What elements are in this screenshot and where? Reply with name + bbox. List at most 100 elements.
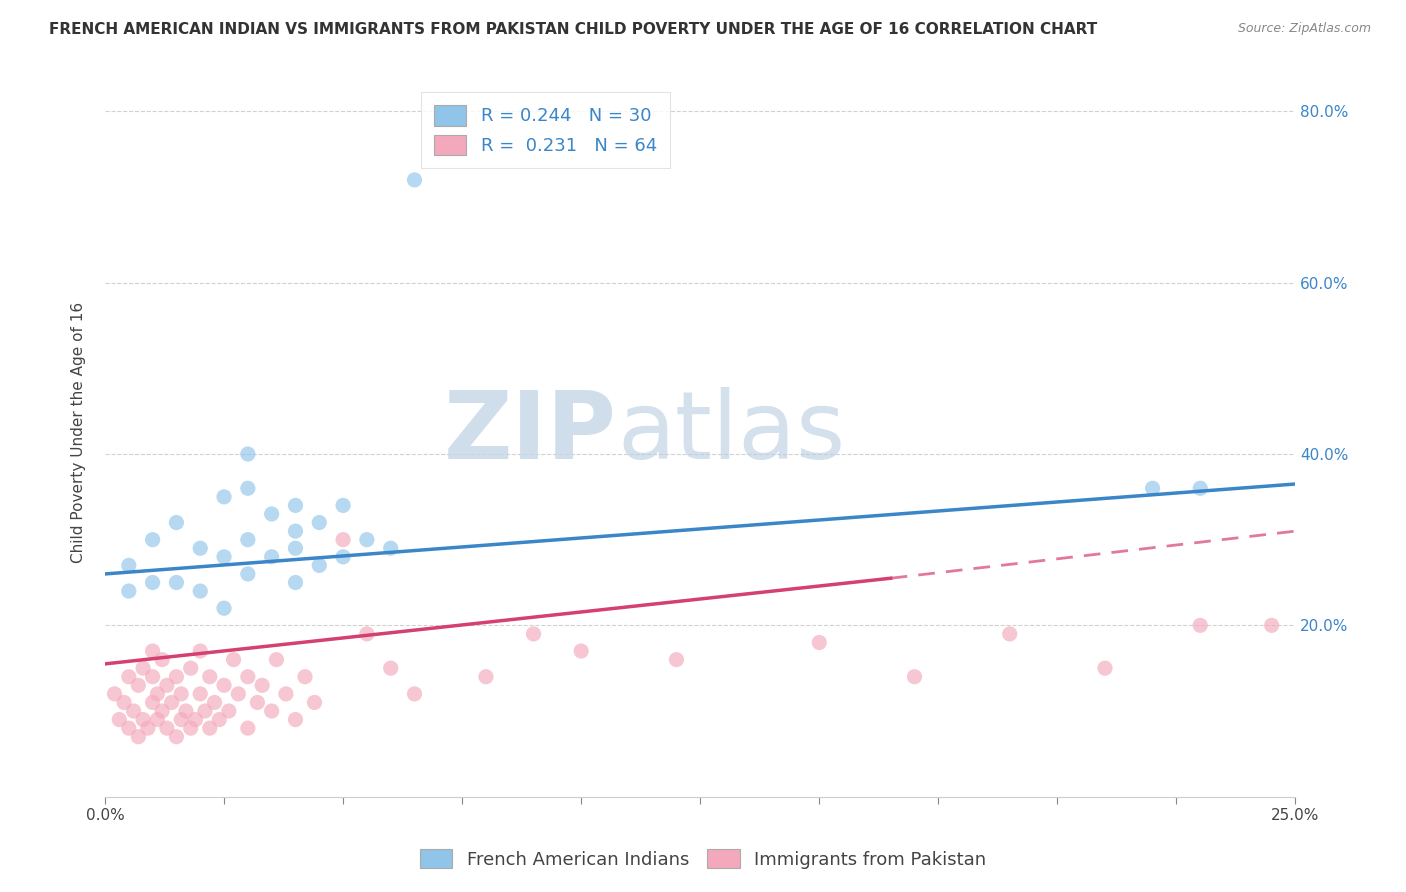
- Point: [142, 670, 165, 684]
- Point: [184, 713, 207, 727]
- Point: [132, 713, 155, 727]
- Point: [180, 661, 202, 675]
- Point: [332, 499, 354, 513]
- Point: [308, 558, 330, 573]
- Point: [180, 721, 202, 735]
- Point: [903, 670, 925, 684]
- Point: [1142, 481, 1164, 495]
- Point: [212, 678, 235, 692]
- Point: [260, 549, 283, 564]
- Point: [266, 652, 288, 666]
- Legend: French American Indians, Immigrants from Pakistan: French American Indians, Immigrants from…: [412, 842, 994, 876]
- Point: [475, 670, 498, 684]
- Point: [165, 516, 187, 530]
- Text: ZIP: ZIP: [444, 386, 617, 479]
- Point: [142, 695, 165, 709]
- Text: Source: ZipAtlas.com: Source: ZipAtlas.com: [1237, 22, 1371, 36]
- Point: [146, 713, 169, 727]
- Point: [228, 687, 250, 701]
- Point: [204, 695, 226, 709]
- Point: [188, 687, 211, 701]
- Point: [332, 533, 354, 547]
- Point: [250, 678, 273, 692]
- Point: [118, 584, 141, 599]
- Point: [118, 670, 141, 684]
- Point: [208, 713, 231, 727]
- Point: [218, 704, 240, 718]
- Point: [236, 447, 259, 461]
- Point: [112, 695, 135, 709]
- Point: [522, 627, 544, 641]
- Point: [1189, 618, 1212, 632]
- Point: [998, 627, 1021, 641]
- Point: [284, 499, 307, 513]
- Point: [260, 507, 283, 521]
- Point: [284, 713, 307, 727]
- Y-axis label: Child Poverty Under the Age of 16: Child Poverty Under the Age of 16: [72, 302, 86, 563]
- Point: [146, 687, 169, 701]
- Point: [404, 173, 426, 187]
- Point: [808, 635, 831, 649]
- Point: [569, 644, 592, 658]
- Point: [356, 533, 378, 547]
- Point: [165, 670, 187, 684]
- Point: [1189, 481, 1212, 495]
- Point: [127, 730, 149, 744]
- Point: [156, 678, 179, 692]
- Point: [236, 670, 259, 684]
- Point: [212, 490, 235, 504]
- Point: [284, 541, 307, 556]
- Text: FRENCH AMERICAN INDIAN VS IMMIGRANTS FROM PAKISTAN CHILD POVERTY UNDER THE AGE O: FRENCH AMERICAN INDIAN VS IMMIGRANTS FRO…: [49, 22, 1098, 37]
- Point: [142, 533, 165, 547]
- Point: [308, 516, 330, 530]
- Point: [294, 670, 316, 684]
- Point: [380, 541, 402, 556]
- Point: [118, 721, 141, 735]
- Point: [170, 687, 193, 701]
- Point: [236, 481, 259, 495]
- Point: [127, 678, 149, 692]
- Point: [170, 713, 193, 727]
- Point: [665, 652, 688, 666]
- Point: [165, 575, 187, 590]
- Point: [236, 533, 259, 547]
- Point: [212, 549, 235, 564]
- Point: [108, 713, 131, 727]
- Point: [118, 558, 141, 573]
- Point: [103, 687, 125, 701]
- Point: [136, 721, 159, 735]
- Point: [198, 670, 221, 684]
- Point: [188, 644, 211, 658]
- Point: [274, 687, 297, 701]
- Point: [380, 661, 402, 675]
- Point: [150, 652, 173, 666]
- Point: [212, 601, 235, 615]
- Point: [356, 627, 378, 641]
- Point: [160, 695, 183, 709]
- Point: [132, 661, 155, 675]
- Point: [150, 704, 173, 718]
- Point: [122, 704, 145, 718]
- Point: [236, 721, 259, 735]
- Point: [304, 695, 326, 709]
- Point: [142, 575, 165, 590]
- Point: [1094, 661, 1116, 675]
- Legend: R = 0.244   N = 30, R =  0.231   N = 64: R = 0.244 N = 30, R = 0.231 N = 64: [422, 92, 669, 168]
- Point: [188, 541, 211, 556]
- Point: [174, 704, 197, 718]
- Point: [404, 687, 426, 701]
- Point: [194, 704, 217, 718]
- Point: [260, 704, 283, 718]
- Text: atlas: atlas: [617, 386, 845, 479]
- Point: [165, 730, 187, 744]
- Point: [156, 721, 179, 735]
- Point: [284, 575, 307, 590]
- Point: [332, 549, 354, 564]
- Point: [236, 566, 259, 581]
- Point: [246, 695, 269, 709]
- Point: [198, 721, 221, 735]
- Point: [1260, 618, 1282, 632]
- Point: [142, 644, 165, 658]
- Point: [188, 584, 211, 599]
- Point: [222, 652, 245, 666]
